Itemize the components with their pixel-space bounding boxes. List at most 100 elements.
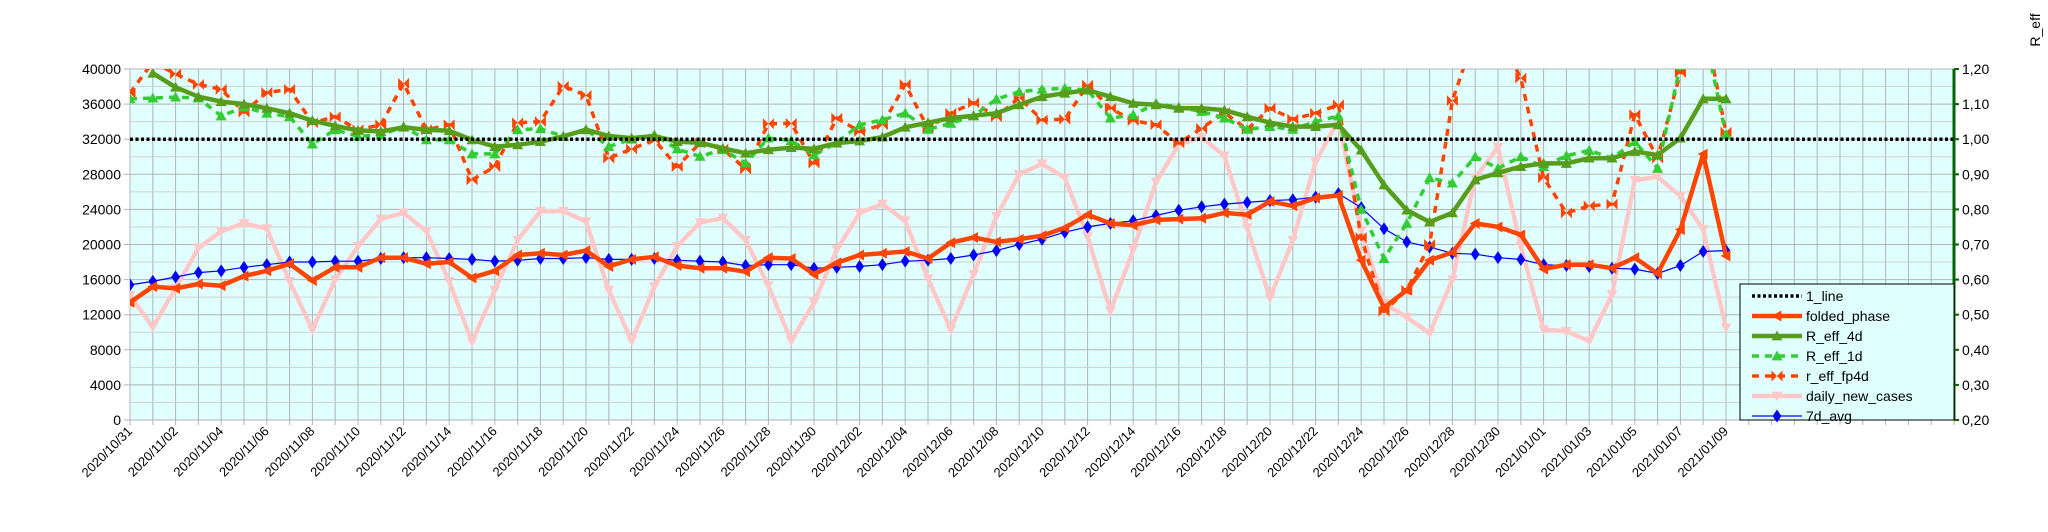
data-point-r-eff-fp4d (489, 161, 501, 173)
data-point-r-eff-fp4d (1424, 239, 1436, 250)
data-point-folded-phase (466, 272, 477, 284)
left-tick-label: 12000 (82, 307, 121, 323)
data-point-r-eff-1d (1401, 217, 1413, 228)
data-point-daily-new-cases (557, 206, 569, 217)
gridlines (129, 68, 1955, 425)
data-point-r-eff-4d (740, 147, 752, 158)
data-point-7d-avg (878, 258, 887, 272)
data-point-7d-avg (1083, 220, 1092, 234)
data-point-folded-phase (1310, 192, 1320, 204)
data-point-folded-phase (192, 278, 203, 290)
data-point-7d-avg (353, 254, 363, 268)
data-point-r-eff-1d (1469, 151, 1481, 162)
data-point-r-eff-4d (671, 136, 683, 147)
data-point-folded-phase (170, 282, 180, 294)
left-tick-label: 40000 (82, 61, 121, 77)
data-point-r-eff-fp4d (1104, 102, 1116, 114)
data-point-r-eff-fp4d (671, 161, 683, 173)
data-point-r-eff-4d (1218, 104, 1230, 115)
data-point-daily-new-cases (192, 243, 204, 254)
data-point-r-eff-fp4d (1560, 207, 1572, 219)
data-point-r-eff-1d (130, 93, 136, 104)
data-point-daily-new-cases (398, 208, 410, 219)
data-point-r-eff-4d (1583, 152, 1595, 163)
data-point-folded-phase (626, 253, 636, 265)
data-point-r-eff-1d (1652, 162, 1664, 173)
data-point-r-eff-1d (808, 149, 820, 160)
data-point-r-eff-1d (466, 148, 478, 159)
series-r-eff-4d (147, 69, 1732, 227)
data-point-folded-phase (147, 281, 158, 293)
data-point-daily-new-cases (1150, 177, 1162, 188)
data-point-folded-phase (1674, 224, 1685, 236)
data-point-r-eff-4d (306, 115, 318, 125)
series-folded-phase (130, 148, 1731, 314)
data-point-r-eff-4d (603, 130, 615, 141)
data-point-r-eff-4d (238, 98, 250, 109)
data-point-r-eff-fp4d (1583, 200, 1595, 212)
data-point-r-eff-1d (1127, 109, 1139, 120)
data-point-daily-new-cases (130, 290, 136, 301)
legend-marker-r-eff-4d (1771, 330, 1783, 341)
data-point-r-eff-fp4d (1264, 102, 1276, 114)
data-point-r-eff-4d (694, 137, 706, 148)
data-point-r-eff-4d (1332, 119, 1344, 130)
data-point-r-eff-4d (284, 107, 296, 118)
data-point-daily-new-cases (443, 276, 455, 287)
data-point-daily-new-cases (466, 337, 478, 348)
data-point-r-eff-1d (1424, 172, 1436, 183)
data-point-7d-avg (490, 254, 500, 268)
data-point-r-eff-fp4d (284, 83, 296, 95)
data-point-r-eff-fp4d (1629, 109, 1641, 121)
data-point-folded-phase (284, 258, 294, 270)
data-point-r-eff-4d (1515, 161, 1527, 171)
data-point-r-eff-1d (147, 92, 159, 103)
legend-entry-r-eff-1d: R_eff_1d (1752, 348, 1863, 364)
data-point-folded-phase (580, 245, 591, 257)
data-point-daily-new-cases (1036, 159, 1048, 170)
legend-label-7d-avg: 7d_avg (1806, 408, 1852, 424)
data-point-daily-new-cases (1560, 326, 1572, 337)
data-point-folded-phase (512, 249, 522, 261)
data-point-folded-phase (1218, 207, 1229, 219)
data-point-7d-avg (1220, 197, 1229, 211)
data-point-r-eff-1d (306, 138, 318, 149)
data-point-folded-phase (1104, 217, 1115, 229)
data-point-daily-new-cases (1355, 226, 1367, 236)
data-point-r-eff-fp4d (1606, 198, 1618, 210)
data-point-folded-phase (762, 252, 773, 264)
data-point-daily-new-cases (808, 298, 820, 308)
data-point-daily-new-cases (762, 281, 774, 292)
right-tick-label: 0,40 (1962, 342, 1989, 358)
data-point-r-eff-fp4d (1493, 28, 1504, 39)
data-point-folded-phase (785, 253, 796, 265)
data-point-folded-phase (1036, 230, 1047, 242)
data-point-r-eff-fp4d (899, 78, 911, 90)
legend-marker-r-eff-1d (1771, 350, 1783, 361)
data-point-daily-new-cases (1218, 151, 1230, 162)
data-point-r-eff-4d (808, 143, 820, 154)
data-point-r-eff-4d (1036, 91, 1048, 102)
right-tick-label: 0,70 (1962, 237, 1989, 253)
data-point-daily-new-cases (831, 245, 843, 256)
legend-marker-folded-phase (1771, 310, 1782, 322)
legend-entry-1-line: 1_line (1752, 288, 1844, 304)
data-point-7d-avg (239, 260, 249, 274)
data-point-r-eff-1d (603, 141, 615, 151)
data-point-folded-phase (694, 262, 705, 274)
data-point-7d-avg (1242, 195, 1252, 209)
data-point-r-eff-1d (1674, 69, 1686, 70)
data-point-r-eff-1d (1332, 110, 1344, 121)
data-point-7d-avg (1470, 247, 1480, 261)
data-point-r-eff-1d (1355, 203, 1367, 214)
data-point-folded-phase (876, 247, 887, 259)
data-point-daily-new-cases (1446, 275, 1458, 286)
data-point-r-eff-fp4d (170, 69, 182, 80)
data-point-daily-new-cases (671, 241, 683, 252)
data-point-r-eff-fp4d (1287, 113, 1299, 125)
left-tick-label: 28000 (82, 166, 121, 182)
data-point-7d-avg (1379, 222, 1389, 236)
data-point-folded-phase (489, 265, 500, 277)
data-point-folded-phase (1241, 209, 1252, 221)
data-point-r-eff-fp4d (1446, 95, 1458, 107)
